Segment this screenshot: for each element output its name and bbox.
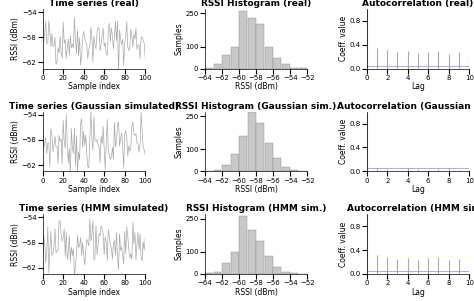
Bar [291,68,298,69]
Bar [273,57,281,69]
Y-axis label: Coeff. value: Coeff. value [339,222,348,267]
Y-axis label: Coeff. value: Coeff. value [339,119,348,164]
Y-axis label: Coeff. value: Coeff. value [339,16,348,61]
Bar [222,165,230,171]
Bar [273,158,281,171]
Bar [222,55,230,69]
Y-axis label: RSSI (dBm): RSSI (dBm) [11,17,20,60]
Y-axis label: Samples: Samples [174,23,183,55]
X-axis label: Lag: Lag [411,82,425,91]
Bar [239,136,247,171]
X-axis label: Sample index: Sample index [68,287,120,296]
Bar [239,11,247,69]
Title: RSSI Histogram (Gaussian sim.): RSSI Histogram (Gaussian sim.) [175,102,337,111]
Bar [205,68,213,69]
Bar [282,272,290,274]
X-axis label: RSSI (dBm): RSSI (dBm) [235,185,277,194]
Y-axis label: Samples: Samples [174,228,183,260]
Bar [291,273,298,274]
Bar [231,154,238,171]
Bar [265,47,273,69]
Bar [214,64,221,69]
Bar [248,112,255,171]
Bar [265,143,273,171]
X-axis label: Sample index: Sample index [68,82,120,91]
Y-axis label: RSSI (dBm): RSSI (dBm) [11,223,20,265]
Bar [273,267,281,274]
Bar [256,24,264,69]
Title: RSSI Histogram (real): RSSI Histogram (real) [201,0,311,8]
Bar [239,216,247,274]
Bar [214,272,221,274]
Bar [214,169,221,171]
Title: Autocorrelation (real): Autocorrelation (real) [362,0,474,8]
Bar [205,273,213,274]
Bar [299,68,307,69]
Title: Autocorrelation (HMM sim.): Autocorrelation (HMM sim.) [347,204,474,213]
Bar [222,263,230,274]
X-axis label: RSSI (dBm): RSSI (dBm) [235,82,277,91]
Y-axis label: Samples: Samples [174,125,183,158]
Title: Time series (HMM simulated): Time series (HMM simulated) [19,204,169,213]
Title: Time series (real): Time series (real) [49,0,139,8]
Bar [231,252,238,274]
Bar [248,230,255,274]
X-axis label: Lag: Lag [411,287,425,296]
X-axis label: Lag: Lag [411,185,425,194]
Bar [265,256,273,274]
Title: Time series (Gaussian simulated): Time series (Gaussian simulated) [9,102,179,111]
Y-axis label: RSSI (dBm): RSSI (dBm) [11,120,20,163]
Title: RSSI Histogram (HMM sim.): RSSI Histogram (HMM sim.) [186,204,326,213]
Bar [282,64,290,69]
Title: Autocorrelation (Gaussian sim.): Autocorrelation (Gaussian sim.) [337,102,474,111]
Bar [291,170,298,171]
X-axis label: RSSI (dBm): RSSI (dBm) [235,287,277,296]
X-axis label: Sample index: Sample index [68,185,120,194]
Bar [256,123,264,171]
Bar [282,167,290,171]
Bar [256,241,264,274]
Bar [231,47,238,69]
Bar [248,18,255,69]
